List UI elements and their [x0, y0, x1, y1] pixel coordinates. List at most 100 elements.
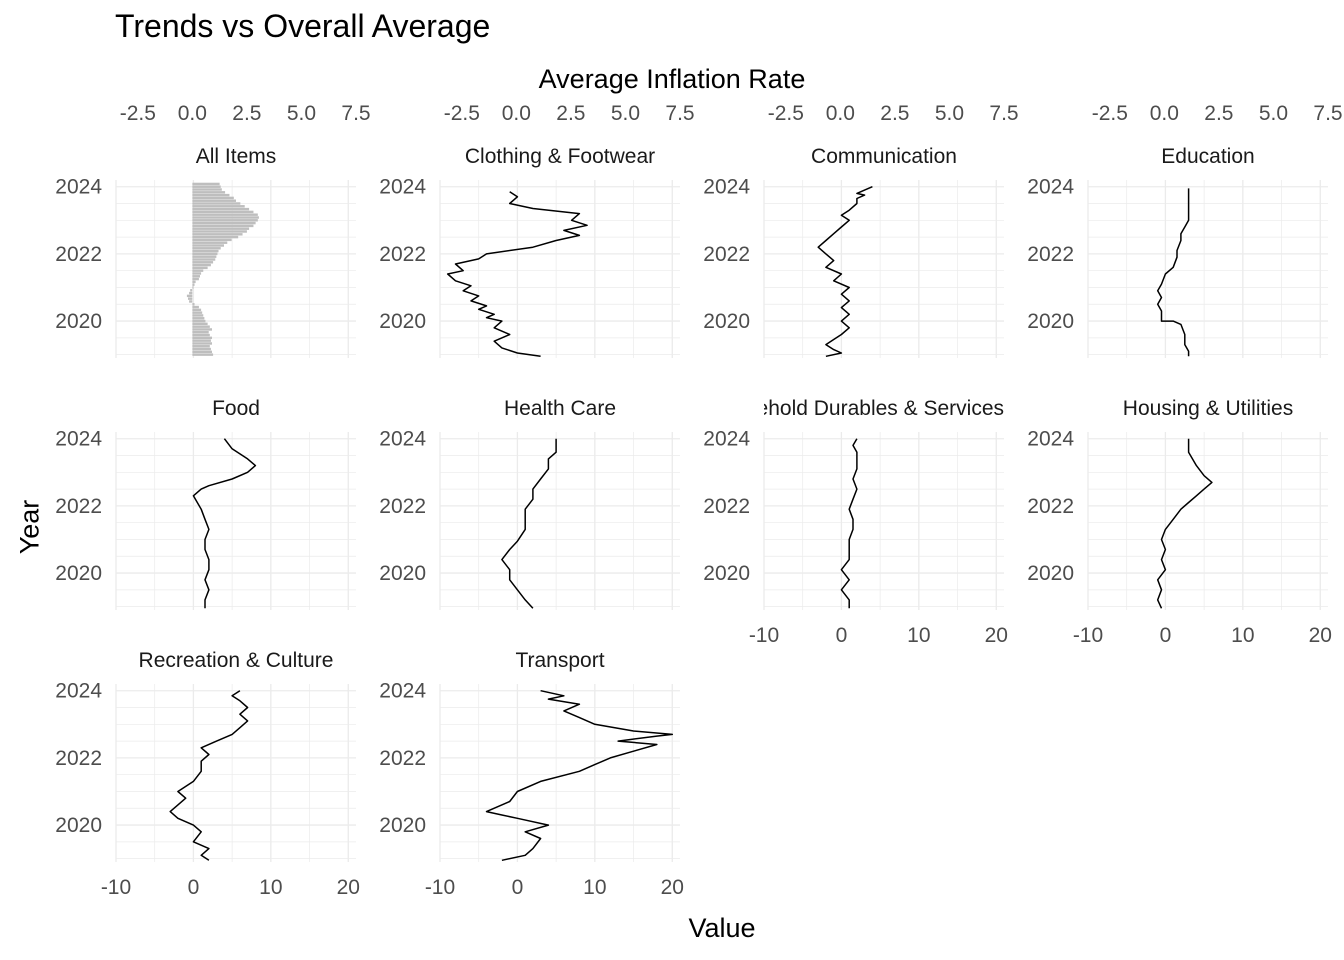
x2-tick-label: 5.0 — [611, 102, 640, 125]
bar — [192, 353, 214, 356]
bar — [192, 325, 210, 328]
bar — [192, 247, 221, 250]
bar — [192, 331, 209, 334]
y-tick-label: 2022 — [55, 495, 102, 518]
bar — [192, 205, 245, 208]
y-tick-label: 2020 — [379, 814, 426, 837]
x-tick-label: -10 — [101, 876, 131, 899]
x-tick-label: 0 — [836, 624, 848, 647]
x2-tick-label: 5.0 — [1259, 102, 1288, 125]
bar — [192, 317, 205, 320]
y-tick-label: 2020 — [1027, 562, 1074, 585]
bar — [192, 235, 239, 239]
x2-tick-label: 7.5 — [989, 102, 1018, 125]
bar — [192, 224, 254, 228]
bar — [192, 255, 217, 258]
x-tick-label: 10 — [1231, 624, 1254, 647]
bar — [192, 185, 221, 188]
facet-title: Communication — [811, 145, 957, 168]
y-tick-label: 2022 — [55, 243, 102, 266]
bar — [192, 336, 212, 340]
bar — [190, 289, 193, 292]
bar — [192, 219, 258, 222]
facet-title: Household Durables & Services — [764, 397, 1004, 420]
x-tick-label: -10 — [425, 876, 455, 899]
y-tick-label: 2022 — [703, 243, 750, 266]
facet-title: Education — [1161, 145, 1255, 168]
bar — [192, 286, 194, 289]
bar — [192, 199, 236, 202]
x2-tick-label: 7.5 — [1313, 102, 1342, 125]
x-tick-label: 10 — [907, 624, 930, 647]
x-tick-label: 10 — [583, 876, 606, 899]
y-tick-label: 2024 — [379, 428, 426, 451]
bar — [192, 191, 226, 194]
series-line — [1156, 438, 1213, 609]
y-tick-label: 2020 — [703, 562, 750, 585]
bar — [192, 345, 210, 348]
y-tick-label: 2024 — [379, 176, 426, 199]
bar — [192, 277, 199, 281]
chart-title: Trends vs Overall Average — [115, 8, 491, 44]
y-tick-label: 2024 — [55, 428, 102, 451]
bar — [192, 269, 204, 272]
x2-tick-label: 0.0 — [826, 102, 855, 125]
x2-tick-label: 0.0 — [502, 102, 531, 125]
facet-title: Housing & Utilities — [1122, 397, 1294, 420]
bar — [192, 342, 212, 345]
x-tick-label: 20 — [337, 876, 360, 899]
bar — [189, 300, 193, 303]
bar — [192, 233, 243, 236]
bar — [192, 213, 258, 216]
bar — [192, 272, 202, 275]
x2-tick-label: -2.5 — [444, 102, 480, 125]
series-line — [817, 186, 873, 358]
y-tick-label: 2022 — [703, 495, 750, 518]
bar — [192, 303, 195, 306]
facet-title: All Items — [195, 145, 277, 168]
bar — [192, 319, 206, 323]
series-line — [485, 689, 674, 862]
series-line — [501, 438, 557, 609]
bar — [192, 263, 211, 267]
x2-tick-label: 7.5 — [341, 102, 370, 125]
bar — [192, 308, 202, 312]
y-tick-label: 2020 — [379, 310, 426, 333]
bar — [188, 297, 193, 300]
x2-tick-label: -2.5 — [120, 102, 156, 125]
bar — [192, 333, 210, 337]
bar — [192, 202, 241, 205]
x2-tick-label: 2.5 — [880, 102, 909, 125]
bar — [192, 182, 220, 186]
series-line — [840, 438, 858, 609]
bar — [192, 328, 212, 331]
bar — [192, 350, 212, 354]
bar — [192, 227, 250, 230]
bar — [192, 322, 208, 326]
y-tick-label: 2022 — [379, 747, 426, 770]
x-tick-label: -10 — [1073, 624, 1103, 647]
bar — [192, 210, 254, 214]
bar — [189, 291, 193, 295]
bar — [192, 266, 208, 270]
y-tick-label: 2024 — [1027, 176, 1074, 199]
y-tick-label: 2024 — [1027, 428, 1074, 451]
series-line — [446, 191, 588, 358]
x2-tick-label: 0.0 — [1150, 102, 1179, 125]
y-tick-label: 2024 — [703, 176, 750, 199]
bar — [186, 294, 193, 298]
bar — [192, 238, 232, 242]
bar — [192, 252, 218, 256]
bar — [192, 230, 247, 233]
facet-title: Transport — [515, 649, 605, 672]
x-tick-label: 10 — [259, 876, 282, 899]
x2-tick-label: -2.5 — [768, 102, 804, 125]
bar — [192, 311, 203, 314]
bar — [192, 221, 256, 225]
bar — [192, 241, 228, 244]
bar — [192, 283, 195, 286]
series-line — [192, 438, 257, 609]
x2-tick-label: 7.5 — [665, 102, 694, 125]
x-tick-label: 0 — [1160, 624, 1172, 647]
